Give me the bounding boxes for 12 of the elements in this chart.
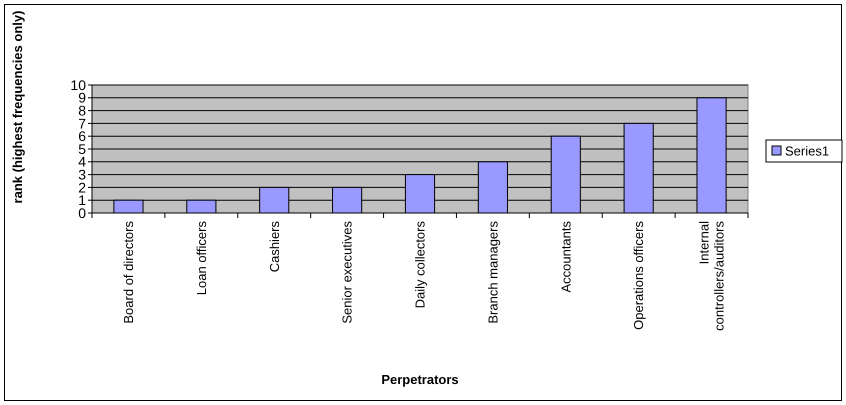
x-tick-label: Operations officers bbox=[631, 220, 646, 330]
x-tick-label: Cashiers bbox=[266, 220, 282, 272]
x-tick-label: Daily collectors bbox=[412, 220, 428, 308]
y-axis-title: rank (highest frequencies only) bbox=[10, 10, 25, 204]
x-tick-label: Internal controllers/auditors bbox=[696, 220, 727, 331]
x-axis-title: Perpetrators bbox=[381, 372, 459, 387]
x-tick-label: Board of directors bbox=[120, 220, 136, 324]
x-tick-label: Senior executives bbox=[340, 220, 355, 324]
x-tick-label: Loan officers bbox=[194, 220, 209, 296]
legend-label: Series1 bbox=[785, 144, 830, 159]
x-tick-label: Accountants bbox=[558, 220, 574, 293]
x-tick-label: Branch managers bbox=[485, 220, 500, 324]
